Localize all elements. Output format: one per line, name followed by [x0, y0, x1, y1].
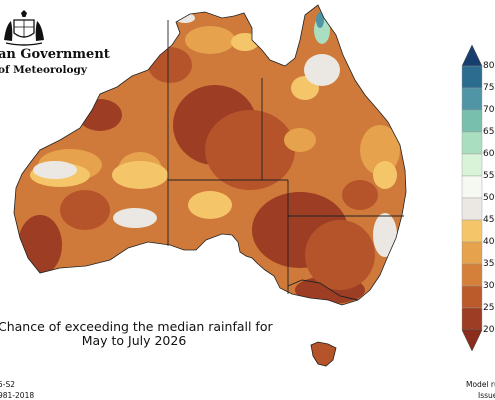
- legend-tick-label: 35: [483, 259, 495, 269]
- government-crest-logo: [4, 10, 44, 46]
- tasmania: [310, 341, 337, 367]
- legend-tick-label: 45: [483, 215, 495, 225]
- bureau-name: of Meteorology: [0, 64, 87, 76]
- legend-tick-label: 60: [483, 149, 495, 159]
- legend-bin-50-55: [461, 175, 483, 199]
- legend-tick-label: 75: [483, 83, 495, 93]
- footer-left-line1: 5-S2: [0, 380, 16, 389]
- footer-right-line1: Model ru: [466, 380, 495, 389]
- legend-tick-label: 65: [483, 127, 495, 137]
- government-name: an Government: [0, 47, 110, 62]
- legend-tick-label: 80: [483, 61, 495, 71]
- map-caption-line1: Chance of exceeding the median rainfall …: [0, 319, 273, 334]
- legend-tick-label: 55: [483, 171, 495, 181]
- legend-bin-65-70: [461, 109, 483, 133]
- footer-right-line2: Issue: [478, 391, 495, 400]
- legend-bin-25-30: [461, 285, 483, 309]
- legend-bin-60-65: [461, 131, 483, 155]
- legend-top-arrow: [461, 44, 483, 67]
- rainfall-zone-near-median: [33, 13, 397, 257]
- legend-bin-40-45: [461, 219, 483, 243]
- legend-tick-label: 30: [483, 281, 495, 291]
- state-borders: [167, 20, 404, 301]
- probability-legend: [461, 44, 483, 352]
- legend-tick-label: 70: [483, 105, 495, 115]
- legend-tick-label: 20: [483, 325, 495, 335]
- map-caption-line2: May to July 2026: [81, 333, 187, 348]
- rainfall-zone-teal: [316, 12, 324, 28]
- legend-bin-30-35: [461, 263, 483, 287]
- legend-tick-label: 40: [483, 237, 495, 247]
- legend-bin-20-25: [461, 307, 483, 331]
- legend-bin-70-75: [461, 87, 483, 111]
- legend-bin-75-80: [461, 65, 483, 89]
- australia-coastline: [13, 4, 407, 306]
- legend-bin-45-50: [461, 197, 483, 221]
- legend-tick-label: 25: [483, 303, 495, 313]
- rainfall-zone-dark: [60, 47, 378, 290]
- footer-left-line2: 981-2018: [0, 391, 35, 400]
- legend-bin-35-40: [461, 241, 483, 265]
- australia-rainfall-map: [13, 4, 407, 367]
- legend-bin-55-60: [461, 153, 483, 177]
- legend-tick-label: 50: [483, 193, 495, 203]
- legend-bottom-arrow: [461, 329, 483, 352]
